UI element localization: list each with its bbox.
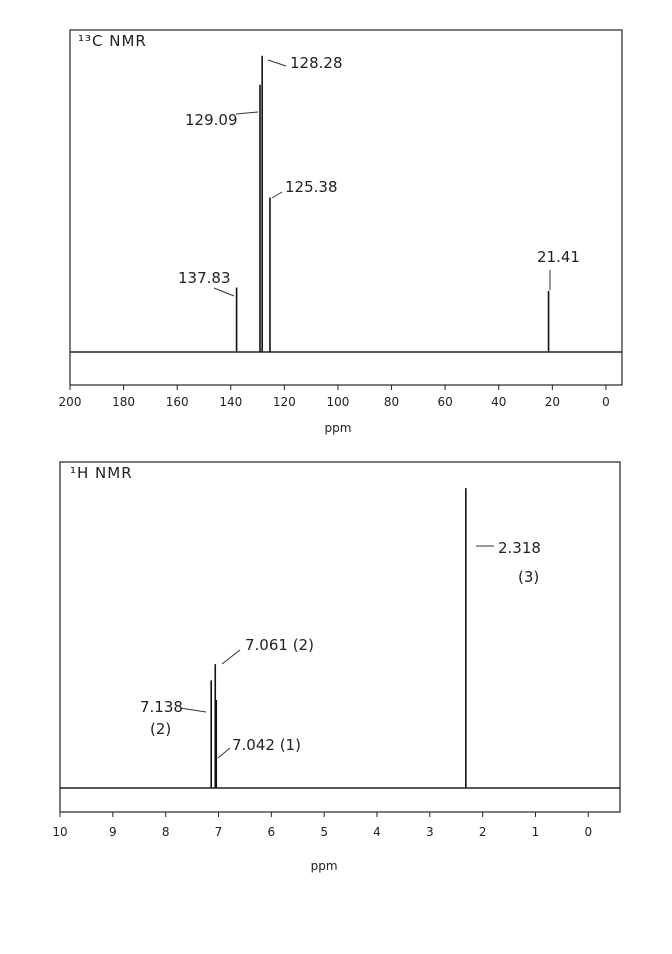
x-tick-label: 140 — [219, 395, 242, 409]
peak-label: 128.28 — [290, 54, 343, 72]
x-tick-label: 0 — [584, 825, 592, 839]
peak-label: 21.41 — [537, 248, 580, 266]
x-tick-label: 7 — [215, 825, 223, 839]
x-tick-label: 60 — [438, 395, 453, 409]
x-tick-label: 5 — [320, 825, 328, 839]
x-tick-label: 100 — [327, 395, 350, 409]
annotation-arrow — [213, 287, 235, 297]
peak-label: 137.83 — [178, 269, 231, 287]
annotation: 7.042 (1) — [232, 736, 301, 754]
x-tick-label: 40 — [491, 395, 506, 409]
chart-title: ¹H NMR — [70, 464, 133, 482]
annotation-arrow — [221, 649, 241, 665]
plot-frame — [69, 29, 623, 386]
x-tick-label: 120 — [273, 395, 296, 409]
x-tick-label: 20 — [545, 395, 560, 409]
plot-frame — [59, 461, 621, 813]
x-tick-label: 80 — [384, 395, 399, 409]
x-tick-label: 180 — [112, 395, 135, 409]
annotation-arrow — [179, 707, 207, 713]
x-axis-label: ppm — [324, 421, 351, 435]
x-tick-label: 1 — [532, 825, 540, 839]
annotation-arrow — [235, 111, 259, 115]
x-tick-label: 3 — [426, 825, 434, 839]
x-tick-label: 9 — [109, 825, 117, 839]
x-tick-label: 6 — [268, 825, 276, 839]
x-tick-label: 0 — [602, 395, 610, 409]
annotation: 2.318 — [498, 539, 541, 557]
x-tick-label: 4 — [373, 825, 381, 839]
annotation-arrow — [217, 747, 231, 759]
x-tick-label: 200 — [59, 395, 82, 409]
annotation-arrow — [267, 59, 287, 67]
x-tick-label: 10 — [52, 825, 67, 839]
x-tick-label: 160 — [166, 395, 189, 409]
x-tick-label: 2 — [479, 825, 487, 839]
annotation: (2) — [150, 720, 171, 738]
peak-label: 129.09 — [185, 111, 238, 129]
chart-title: ¹³C NMR — [78, 32, 147, 50]
annotation: 7.138 — [140, 698, 183, 716]
peak-label: 125.38 — [285, 178, 338, 196]
x-axis-label: ppm — [311, 859, 338, 873]
annotation: 7.061 (2) — [245, 636, 314, 654]
annotation: (3) — [518, 568, 539, 586]
x-tick-label: 8 — [162, 825, 170, 839]
annotation-arrow — [271, 191, 283, 199]
